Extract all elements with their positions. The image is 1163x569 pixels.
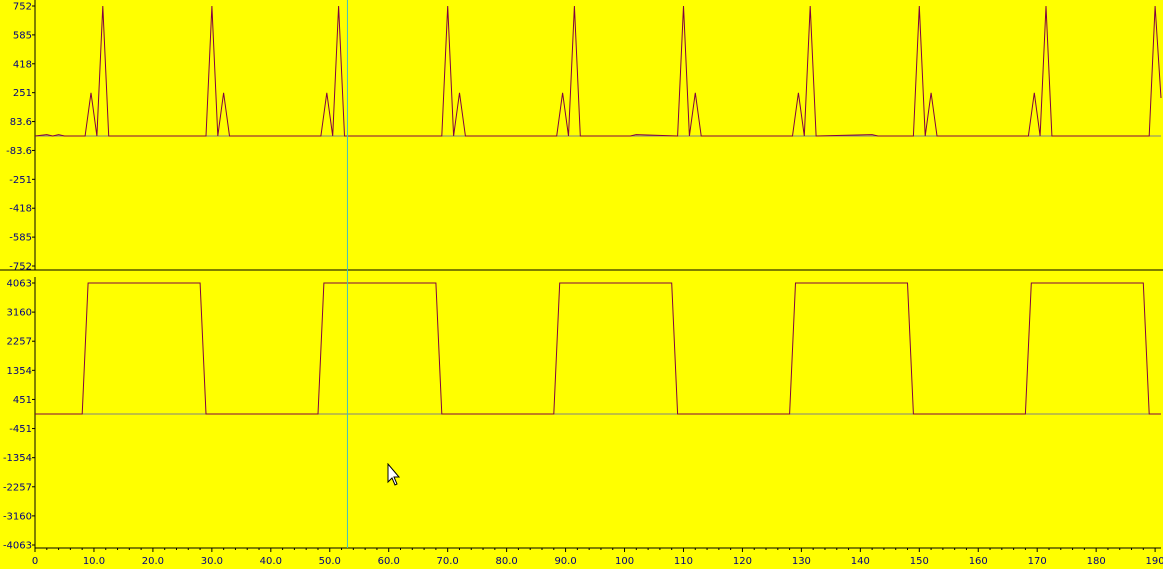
y-tick-label: -2257 xyxy=(3,482,32,493)
y-tick-label: -251 xyxy=(9,175,32,186)
signal-trace xyxy=(35,282,1161,415)
x-tick-label: 80.0 xyxy=(495,556,517,567)
x-tick-label: 120 xyxy=(733,556,752,567)
y-tick-label: 251 xyxy=(13,88,32,99)
y-tick-label: -83.6 xyxy=(6,146,32,157)
y-tick-label: 585 xyxy=(13,30,32,41)
top-panel: 752 585 418 251 83.6 -83.6 -251 -418 -585 -752 xyxy=(0,0,1163,273)
x-tick-label: 30.0 xyxy=(201,556,223,567)
x-tick-label: 70.0 xyxy=(437,556,459,567)
y-tick-label: 2257 xyxy=(7,337,32,348)
y-tick-label: 4063 xyxy=(7,279,32,290)
x-tick-label: 20.0 xyxy=(142,556,164,567)
x-tick-label: 40.0 xyxy=(260,556,282,567)
x-tick-label: 50.0 xyxy=(319,556,341,567)
signal-trace xyxy=(34,5,1162,137)
y-tick-label: 752 xyxy=(13,2,32,13)
x-tick-label: 140 xyxy=(851,556,870,567)
y-tick-label: 418 xyxy=(13,59,32,70)
x-tick-label: 60.0 xyxy=(378,556,400,567)
x-tick-label: 100 xyxy=(615,556,634,567)
x-tick-label: 0 xyxy=(32,556,38,567)
x-tick-label: 110 xyxy=(674,556,693,567)
y-tick-label: -4063 xyxy=(3,541,32,552)
y-tick-label: 83.6 xyxy=(10,117,32,128)
y-tick-label: -3160 xyxy=(3,511,32,522)
y-tick-label: 451 xyxy=(13,395,32,406)
x-tick-label: 90.0 xyxy=(554,556,576,567)
y-tick-label: -585 xyxy=(9,233,32,244)
x-tick-label: 190 xyxy=(1146,556,1163,567)
x-tick-label: 130 xyxy=(792,556,811,567)
y-tick-label: -418 xyxy=(9,204,32,215)
x-tick-label: 170 xyxy=(1028,556,1047,567)
y-tick-label: 1354 xyxy=(7,366,32,377)
x-tick-label: 150 xyxy=(910,556,929,567)
x-tick-label: 160 xyxy=(969,556,988,567)
y-tick-label: -451 xyxy=(9,424,32,435)
x-tick-label: 180 xyxy=(1087,556,1106,567)
y-tick-label: 3160 xyxy=(7,308,32,319)
y-tick-label: -752 xyxy=(9,262,32,273)
x-axis: 0 10.0 20.0 30.0 40.0 50.0 60.0 70.0 80.0 90.0 100… xyxy=(32,547,1163,567)
bottom-panel: 4063 3160 2257 1354 451 -451 -1354 -2257 -3160 -4… xyxy=(3,277,1161,552)
x-tick-label: 10.0 xyxy=(83,556,105,567)
mouse-pointer-icon xyxy=(387,463,401,486)
y-tick-label: -1354 xyxy=(3,453,32,464)
